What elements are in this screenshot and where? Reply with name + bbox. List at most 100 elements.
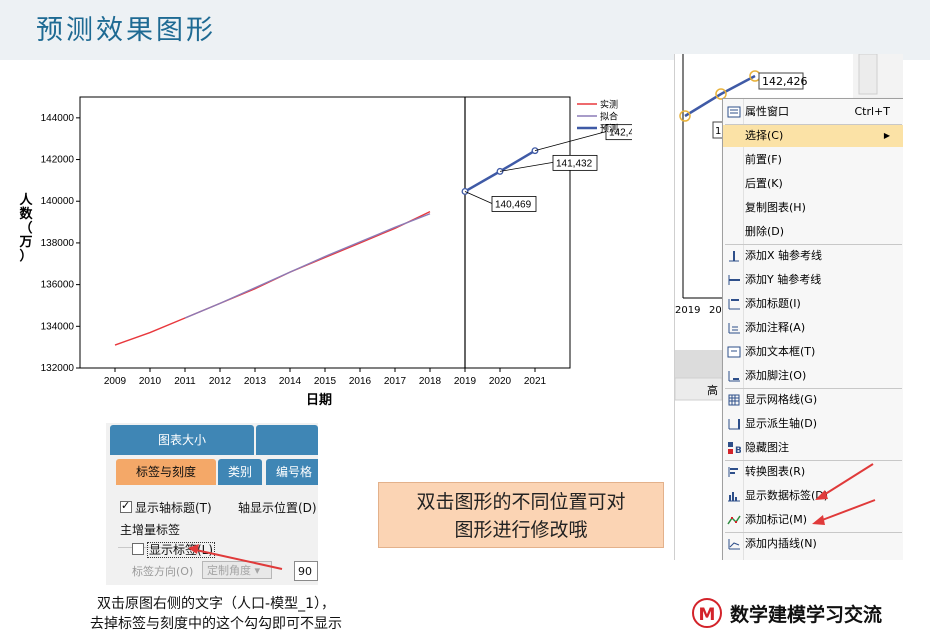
y-axis-label-char: ） bbox=[19, 248, 32, 263]
title-icon bbox=[727, 297, 741, 311]
menu-item[interactable]: 后置(K) bbox=[723, 173, 903, 195]
y-axis-label-char: （ bbox=[19, 220, 32, 235]
menu-item[interactable]: 属性窗口 Ctrl+T bbox=[723, 101, 903, 123]
show-axis-title-checkbox[interactable] bbox=[120, 499, 132, 513]
partial-axis-label: 20 bbox=[709, 305, 722, 316]
x-tick-label: 2011 bbox=[174, 376, 196, 387]
red-arrowhead-icon bbox=[812, 515, 825, 525]
menu-item-label: 转换图表(R) bbox=[745, 465, 806, 478]
context-menu-screenshot: 142,426 1 2019 20 高 属性窗口 Ctrl+T 选择(C) ▶ 前置(F… bbox=[674, 54, 903, 560]
orientation-dropdown[interactable]: 定制角度 ▾ bbox=[202, 561, 272, 579]
legend-icon: B bbox=[727, 441, 742, 456]
axis-position-label: 轴显示位置(D): bbox=[238, 501, 318, 515]
y-tick-label: 144000 bbox=[41, 113, 75, 124]
y-axis-label-char: 人 bbox=[19, 192, 33, 207]
menu-icon-gutter bbox=[743, 99, 744, 560]
x-axis-label: 日期 bbox=[306, 392, 332, 407]
x-reference-line-icon bbox=[727, 249, 741, 263]
properties-icon bbox=[727, 105, 741, 119]
menu-item-label: 添加标记(M) bbox=[745, 513, 808, 526]
tab-number-format[interactable]: 编号格 bbox=[266, 459, 318, 485]
menu-separator bbox=[725, 388, 902, 389]
menu-item[interactable]: 显示派生轴(D) bbox=[723, 413, 903, 435]
menu-item[interactable]: 复制图表(H) bbox=[723, 197, 903, 219]
angle-input[interactable]: 90 bbox=[294, 561, 318, 581]
brand-name: 数学建模学习交流 bbox=[730, 604, 883, 626]
brand-logo-icon: M bbox=[692, 598, 722, 628]
data-label: 140,469 bbox=[495, 199, 532, 210]
forecast-point bbox=[531, 147, 539, 155]
derived-axis-icon bbox=[727, 417, 741, 431]
legend-label: 拟合 bbox=[600, 111, 618, 122]
grid-lines-icon bbox=[727, 393, 741, 407]
show-axis-title-row[interactable]: 显示轴标题(T) bbox=[120, 499, 212, 516]
menu-item[interactable]: B 隐藏图注 bbox=[723, 437, 903, 459]
brand-badge: M 数学建模学习交流 bbox=[682, 594, 920, 634]
x-tick-label: 2012 bbox=[209, 376, 232, 387]
menu-item-label: 选择(C) bbox=[745, 129, 784, 142]
x-tick-label: 2013 bbox=[244, 376, 267, 387]
menu-item[interactable]: 添加X 轴参考线 bbox=[723, 245, 903, 267]
tab-category[interactable]: 类别 bbox=[218, 459, 262, 485]
x-tick-label: 2010 bbox=[139, 376, 162, 387]
y-axis-label-char: 万 bbox=[18, 234, 32, 249]
show-labels-checkbox[interactable] bbox=[132, 543, 144, 555]
partial-marker bbox=[679, 110, 691, 122]
plot-area bbox=[79, 96, 571, 369]
menu-item-label: 显示网格线(G) bbox=[745, 393, 818, 406]
group-divider bbox=[118, 547, 200, 548]
group-label: 主增量标签 bbox=[120, 523, 181, 537]
tab-labels-ticks[interactable]: 标签与刻度 bbox=[116, 459, 216, 485]
menu-item[interactable]: 转换图表(R) bbox=[723, 461, 903, 483]
menu-item[interactable]: 添加内插线(N) bbox=[723, 533, 903, 555]
menu-item-label: 隐藏图注 bbox=[745, 441, 789, 454]
label-orientation-label: 标签方向(O) bbox=[132, 565, 194, 578]
menu-item-label: 添加文本框(T) bbox=[745, 345, 816, 358]
text-box-icon bbox=[727, 345, 741, 359]
data-labels-icon bbox=[727, 489, 741, 503]
x-tick-label: 2015 bbox=[314, 376, 337, 387]
forecast-chart[interactable]: 144000 142000 140000 138000 136000 134000 1320… bbox=[0, 92, 651, 422]
menu-item[interactable]: 添加标题(I) bbox=[723, 293, 903, 315]
menu-item[interactable]: 添加Y 轴参考线 bbox=[723, 269, 903, 291]
show-axis-title-label: 显示轴标题(T) bbox=[135, 501, 212, 515]
menu-item[interactable]: 添加注释(A) bbox=[723, 317, 903, 339]
menu-item[interactable]: 添加标记(M) bbox=[723, 509, 903, 531]
y-tick-label: 134000 bbox=[41, 321, 75, 332]
transpose-chart-icon bbox=[727, 465, 741, 479]
menu-item-label: 添加脚注(O) bbox=[745, 369, 807, 382]
annotation-icon bbox=[727, 321, 741, 335]
x-tick-label: 2018 bbox=[419, 376, 442, 387]
menu-item[interactable]: 显示数据标签(D) bbox=[723, 485, 903, 507]
forecast-point bbox=[461, 188, 469, 195]
y-tick-label: 142000 bbox=[41, 155, 75, 166]
orientation-value: 定制角度 bbox=[207, 564, 251, 577]
svg-text:B: B bbox=[735, 446, 741, 455]
tab-chart-size[interactable]: 图表大小 bbox=[110, 425, 254, 455]
slide-header bbox=[0, 0, 930, 60]
slide-title: 预测效果图形 bbox=[36, 15, 216, 46]
partial-forecast-line bbox=[684, 74, 756, 118]
menu-item[interactable]: 删除(D) bbox=[723, 221, 903, 243]
menu-item-label: 添加内插线(N) bbox=[745, 537, 817, 550]
tab-extra[interactable] bbox=[256, 425, 318, 455]
menu-item[interactable]: 前置(F) bbox=[723, 149, 903, 171]
menu-item-shortcut: Ctrl+T bbox=[854, 105, 890, 118]
series-line-1 bbox=[184, 213, 431, 319]
x-tick-label: 2019 bbox=[454, 376, 477, 387]
partial-left-label: 1 bbox=[715, 126, 721, 137]
red-arrow-icon bbox=[818, 463, 874, 499]
menu-item[interactable]: 添加文本框(T) bbox=[723, 341, 903, 363]
y-reference-line-icon bbox=[727, 273, 741, 287]
menu-separator bbox=[725, 460, 902, 461]
y-tick-label: 132000 bbox=[41, 363, 75, 374]
menu-item[interactable]: 显示网格线(G) bbox=[723, 389, 903, 411]
markers-icon bbox=[727, 513, 741, 527]
menu-item[interactable]: 添加脚注(O) bbox=[723, 365, 903, 387]
y-axis-label-char: 数 bbox=[19, 206, 33, 221]
partial-hatched-area bbox=[675, 350, 722, 378]
caption-line-1: 双击原图右侧的文字（人口-模型_1）， bbox=[97, 596, 335, 612]
menu-item[interactable]: 选择(C) ▶ bbox=[723, 125, 903, 147]
callout-line-2: 图形进行修改哦 bbox=[454, 519, 588, 541]
caption-line-2: 去掉标签与刻度中的这个勾勾即可不显示 bbox=[90, 616, 342, 632]
